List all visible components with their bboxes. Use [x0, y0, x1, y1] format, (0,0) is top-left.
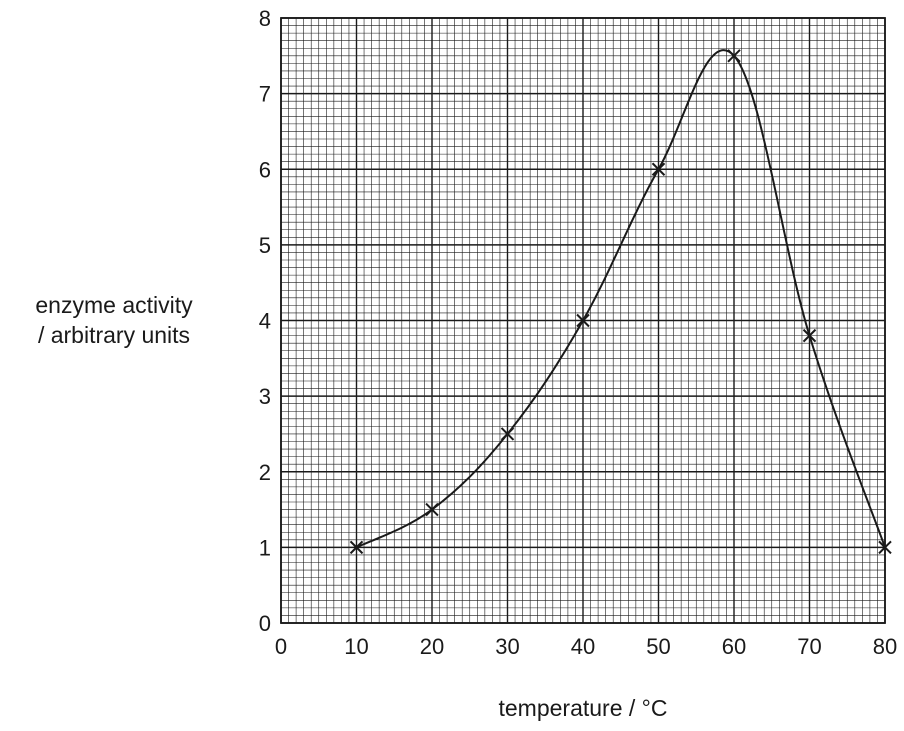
data-point-marker	[727, 49, 741, 63]
marker-stroke	[500, 427, 515, 441]
x-tick-label: 0	[275, 634, 287, 659]
y-tick-label: 2	[259, 460, 271, 485]
y-tick-label: 4	[259, 309, 271, 334]
data-point-marker	[500, 427, 515, 441]
y-tick-label: 7	[259, 82, 271, 107]
marker-stroke	[349, 540, 364, 555]
data-point-marker	[349, 540, 364, 555]
y-axis-label-line2: / arbitrary units	[37, 322, 191, 348]
x-tick-label: 20	[420, 634, 444, 659]
marker-stroke	[878, 540, 892, 555]
marker-stroke	[802, 328, 817, 343]
data-point-markers	[349, 49, 892, 555]
y-tick-label: 5	[259, 233, 271, 258]
marker-stroke	[425, 502, 439, 517]
y-tick-label: 8	[259, 6, 271, 31]
y-tick-label: 1	[259, 535, 271, 560]
y-tick-label: 6	[259, 157, 271, 182]
y-axis-label-line1: enzyme activity	[35, 292, 193, 318]
data-point-marker	[802, 328, 817, 343]
data-point-marker	[878, 540, 892, 555]
data-point-marker	[651, 162, 666, 176]
marker-stroke	[727, 49, 741, 63]
plot-frame	[280, 17, 886, 624]
x-tick-label: 10	[344, 634, 368, 659]
data-point-marker	[425, 502, 439, 517]
data-point-marker	[576, 313, 590, 328]
y-tick-label: 3	[259, 384, 271, 409]
y-axis-label: enzyme activity / arbitrary units	[0, 290, 228, 350]
x-tick-label: 30	[495, 634, 519, 659]
x-tick-label: 40	[571, 634, 595, 659]
x-tick-label: 50	[646, 634, 670, 659]
x-tick-label: 80	[873, 634, 897, 659]
marker-stroke	[651, 162, 666, 176]
x-tick-label: 60	[722, 634, 746, 659]
marker-stroke	[576, 313, 590, 328]
x-axis-label: temperature / °C	[498, 695, 668, 721]
x-tick-label: 70	[797, 634, 821, 659]
y-tick-label: 0	[259, 611, 271, 636]
tick-labels: 0 10 20 30 40 50 60 70 80 0 1 2 3 4 5 6 7 8	[259, 6, 897, 659]
graph-paper-grid	[280, 17, 886, 624]
